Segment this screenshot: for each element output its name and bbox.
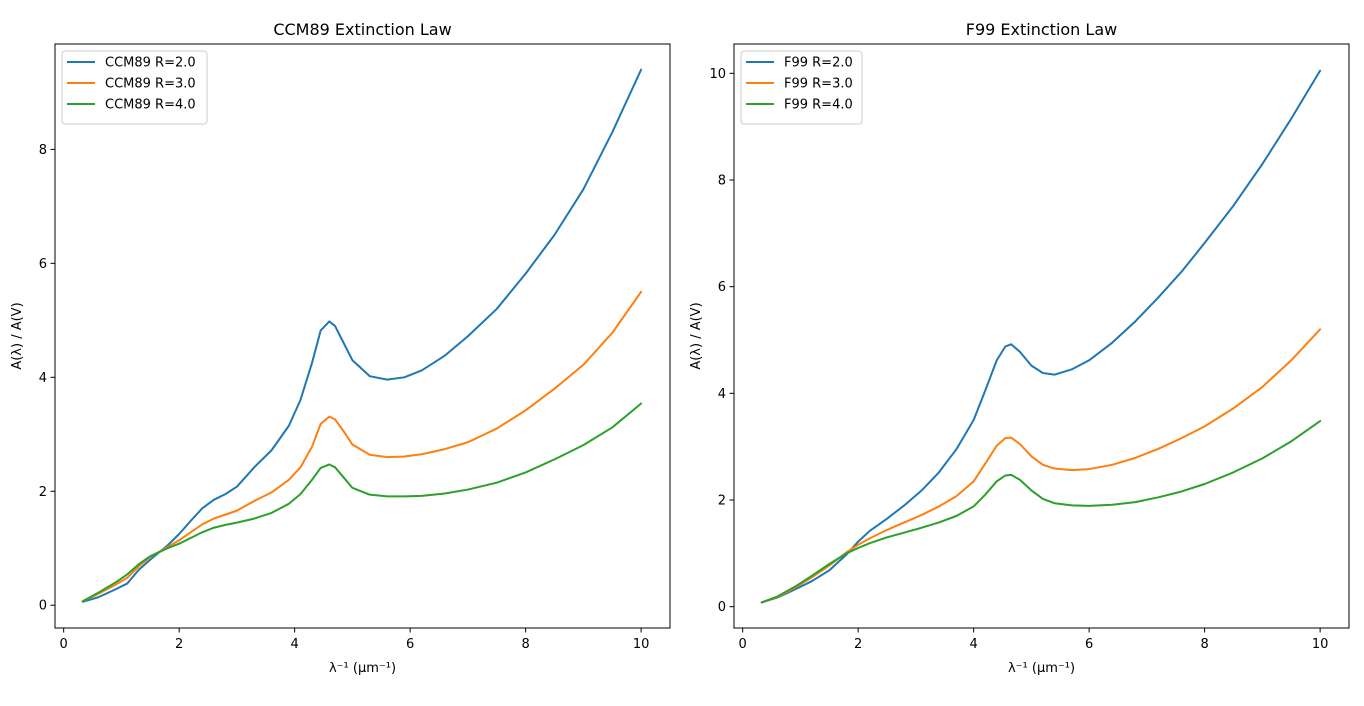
f99-x-axis-label: λ⁻¹ (μm⁻¹): [1008, 661, 1075, 676]
ccm89-x-tick-label: 6: [406, 637, 414, 652]
ccm89-x-axis-label: λ⁻¹ (μm⁻¹): [329, 661, 396, 676]
ccm89-x-tick-label: 4: [291, 637, 299, 652]
f99-series-line-2: [760, 328, 1322, 604]
ccm89-chart-title: CCM89 Extinction Law: [273, 20, 451, 39]
f99-series-line-3: [760, 420, 1322, 604]
ccm89-x-tick-label: 0: [60, 637, 68, 652]
ccm89-y-tick-label: 8: [39, 143, 47, 158]
ccm89-y-tick-label: 4: [39, 371, 47, 386]
f99-x-tick-label: 4: [970, 637, 978, 652]
f99-y-axis-label: A(λ) / A(V): [689, 302, 704, 369]
ccm89-y-tick-label: 0: [39, 599, 47, 614]
f99-legend-label-1: F99 R=2.0: [784, 56, 853, 71]
ccm89-x-tick-label: 8: [521, 637, 529, 652]
ccm89-series-line-1: [81, 68, 643, 603]
ccm89-legend-label-3: CCM89 R=4.0: [105, 98, 196, 113]
f99-x-tick-label: 0: [739, 637, 747, 652]
f99-x-tick-label: 8: [1200, 637, 1208, 652]
ccm89-x-tick-label: 2: [175, 637, 183, 652]
ccm89-y-tick-label: 2: [39, 485, 47, 500]
ccm89-panel: CCM89 Extinction Law 0 2 4 6 8 10 0 2 4 6 8 λ⁻¹ (μm⁻…: [10, 20, 671, 676]
f99-y-tick-label: 2: [718, 494, 726, 509]
f99-panel: F99 Extinction Law 0 2 4 6 8 10 0 2 4 6 8 10 λ⁻¹ (μm⁻…: [689, 20, 1350, 676]
ccm89-legend-box: [61, 50, 208, 125]
f99-y-tick-label: 0: [718, 600, 726, 615]
f99-legend: F99 R=2.0 F99 R=3.0 F99 R=4.0: [740, 50, 863, 125]
ccm89-legend: CCM89 R=2.0 CCM89 R=3.0 CCM89 R=4.0: [61, 50, 208, 125]
ccm89-legend-label-1: CCM89 R=2.0: [105, 56, 196, 71]
f99-series-line-1: [760, 69, 1322, 604]
f99-y-tick-label: 6: [718, 280, 726, 295]
ccm89-x-tick-label: 10: [633, 637, 650, 652]
f99-y-tick-label: 8: [718, 174, 726, 189]
f99-legend-label-2: F99 R=3.0: [784, 77, 853, 92]
ccm89-series-line-2: [81, 290, 643, 603]
f99-legend-box: [740, 50, 863, 125]
ccm89-y-tick-label: 6: [39, 257, 47, 272]
f99-x-tick-label: 2: [854, 637, 862, 652]
f99-x-tick-label: 6: [1085, 637, 1093, 652]
f99-y-tick-label: 4: [718, 387, 726, 402]
f99-axes-frame: [733, 43, 1350, 629]
ccm89-y-axis-label: A(λ) / A(V): [10, 302, 25, 369]
f99-legend-label-3: F99 R=4.0: [784, 98, 853, 113]
ccm89-series-line-3: [81, 402, 643, 603]
f99-x-tick-label: 10: [1312, 637, 1329, 652]
f99-chart-title: F99 Extinction Law: [966, 20, 1117, 39]
ccm89-legend-label-2: CCM89 R=3.0: [105, 77, 196, 92]
ccm89-axes-frame: [54, 43, 671, 629]
f99-y-tick-label: 10: [709, 67, 726, 82]
